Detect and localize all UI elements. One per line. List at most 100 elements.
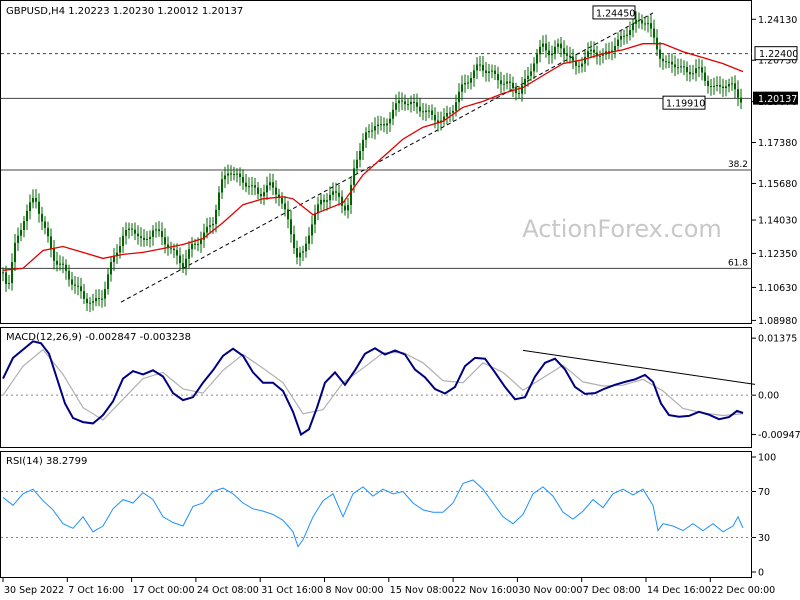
price-candle-body — [566, 54, 568, 56]
price-candle-body — [446, 113, 448, 117]
price-candle-body — [668, 61, 670, 63]
price-candle-body — [716, 84, 718, 86]
price-candle-body — [365, 132, 367, 140]
price-candle-body — [284, 203, 286, 210]
price-candle-body — [536, 54, 538, 64]
price-candle-body — [557, 43, 559, 47]
price-candle-body — [11, 262, 13, 284]
price-candle-body — [203, 232, 205, 240]
price-candle-body — [53, 248, 55, 261]
price-candle-body — [302, 251, 304, 253]
price-candle-body — [725, 86, 727, 89]
price-candle-body — [62, 263, 64, 265]
price-candle-body — [296, 248, 298, 258]
price-candle-body — [140, 236, 142, 238]
price-candle-body — [344, 205, 346, 211]
rsi-y-tick-label: 0 — [758, 568, 764, 579]
current-price-box — [753, 91, 798, 105]
price-candle-body — [410, 101, 412, 105]
price-candle-body — [740, 97, 742, 103]
price-candle-body — [449, 112, 451, 114]
price-candle-body — [692, 73, 694, 75]
price-candle-body — [347, 204, 349, 211]
price-candle-body — [503, 83, 505, 85]
price-candle-body — [161, 231, 163, 238]
price-candle-body — [437, 120, 439, 123]
price-candle-body — [650, 23, 652, 29]
price-candle-body — [149, 236, 151, 239]
fib-level-label: 38.2 — [728, 160, 748, 170]
price-candle-body — [476, 64, 478, 71]
price-candle-body — [308, 235, 310, 244]
price-candle-body — [644, 23, 646, 25]
price-candle-body — [314, 213, 316, 225]
price-candle-body — [533, 63, 535, 72]
price-candle-body — [116, 252, 118, 256]
price-candle-body — [398, 100, 400, 104]
price-candle-body — [704, 72, 706, 81]
price-candle-body — [227, 173, 229, 176]
price-candle-body — [233, 173, 235, 175]
price-candle-body — [251, 185, 253, 187]
price-candle-body — [215, 209, 217, 224]
price-candle-body — [464, 82, 466, 85]
price-candle-body — [2, 272, 4, 274]
price-candle-body — [131, 228, 133, 230]
price-candle-body — [380, 124, 382, 126]
price-candle-body — [722, 86, 724, 89]
price-candle-body — [281, 197, 283, 204]
price-candle-body — [641, 20, 643, 24]
x-tick-label: 30 Sep 2022 — [4, 585, 64, 596]
price-candle-body — [236, 173, 238, 175]
macd-y-tick-label: 0.00 — [758, 391, 779, 402]
macd-trendline — [522, 349, 756, 385]
x-tick-label: 14 Dec 16:00 — [647, 585, 711, 596]
price-candle-body — [455, 102, 457, 111]
price-candle-body — [488, 71, 490, 74]
price-candle-body — [119, 246, 121, 253]
price-candle-body — [323, 199, 325, 202]
rsi-panel: RSI(14) 38.2799 100 70 30 0 — [0, 451, 776, 579]
price-candle-body — [482, 64, 484, 71]
price-candle-body — [461, 84, 463, 92]
price-candle-body — [713, 85, 715, 87]
price-candle-body — [56, 260, 58, 265]
price-candle-body — [653, 28, 655, 38]
price-candle-body — [509, 81, 511, 83]
price-candle-body — [266, 185, 268, 193]
macd-title: MACD(12,26,9) -0.002847 -0.003238 — [6, 332, 191, 343]
price-candle-body — [368, 131, 370, 133]
price-candle-body — [434, 114, 436, 121]
price-candle-body — [50, 236, 52, 249]
price-candle-body — [506, 81, 508, 84]
price-candle-body — [602, 54, 604, 56]
price-candle-body — [179, 255, 181, 264]
price-candle-body — [32, 197, 34, 203]
price-candle-body — [680, 66, 682, 68]
price-candle-body — [374, 126, 376, 131]
price-candle-body — [377, 124, 379, 127]
price-y-tick-label: 1.10630 — [758, 283, 797, 294]
fib-level-label: 61.8 — [728, 258, 748, 268]
price-candle-body — [143, 237, 145, 241]
macd-signal-line — [2, 348, 744, 421]
price-candle-body — [425, 110, 427, 113]
price-watermark: ActionForex.com — [522, 215, 722, 243]
price-candle-body — [395, 103, 397, 110]
price-level-label: 1.22400 — [759, 49, 798, 60]
price-panel: ActionForex.com GBPUSD,H4 1.20223 1.2023… — [0, 0, 798, 327]
price-candle-body — [632, 23, 634, 31]
price-candle-body — [65, 264, 67, 271]
price-candle-body — [59, 263, 61, 265]
price-candle-body — [275, 187, 277, 195]
price-candle-body — [188, 249, 190, 259]
price-candle-body — [392, 109, 394, 119]
rsi-y-tick-label: 100 — [758, 453, 776, 464]
price-candle-body — [389, 118, 391, 124]
price-candle-body — [422, 111, 424, 113]
rsi-line — [2, 479, 744, 548]
price-candle-body — [572, 56, 574, 61]
x-tick-label: 17 Oct 00:00 — [133, 585, 195, 596]
price-candle-body — [341, 196, 343, 206]
